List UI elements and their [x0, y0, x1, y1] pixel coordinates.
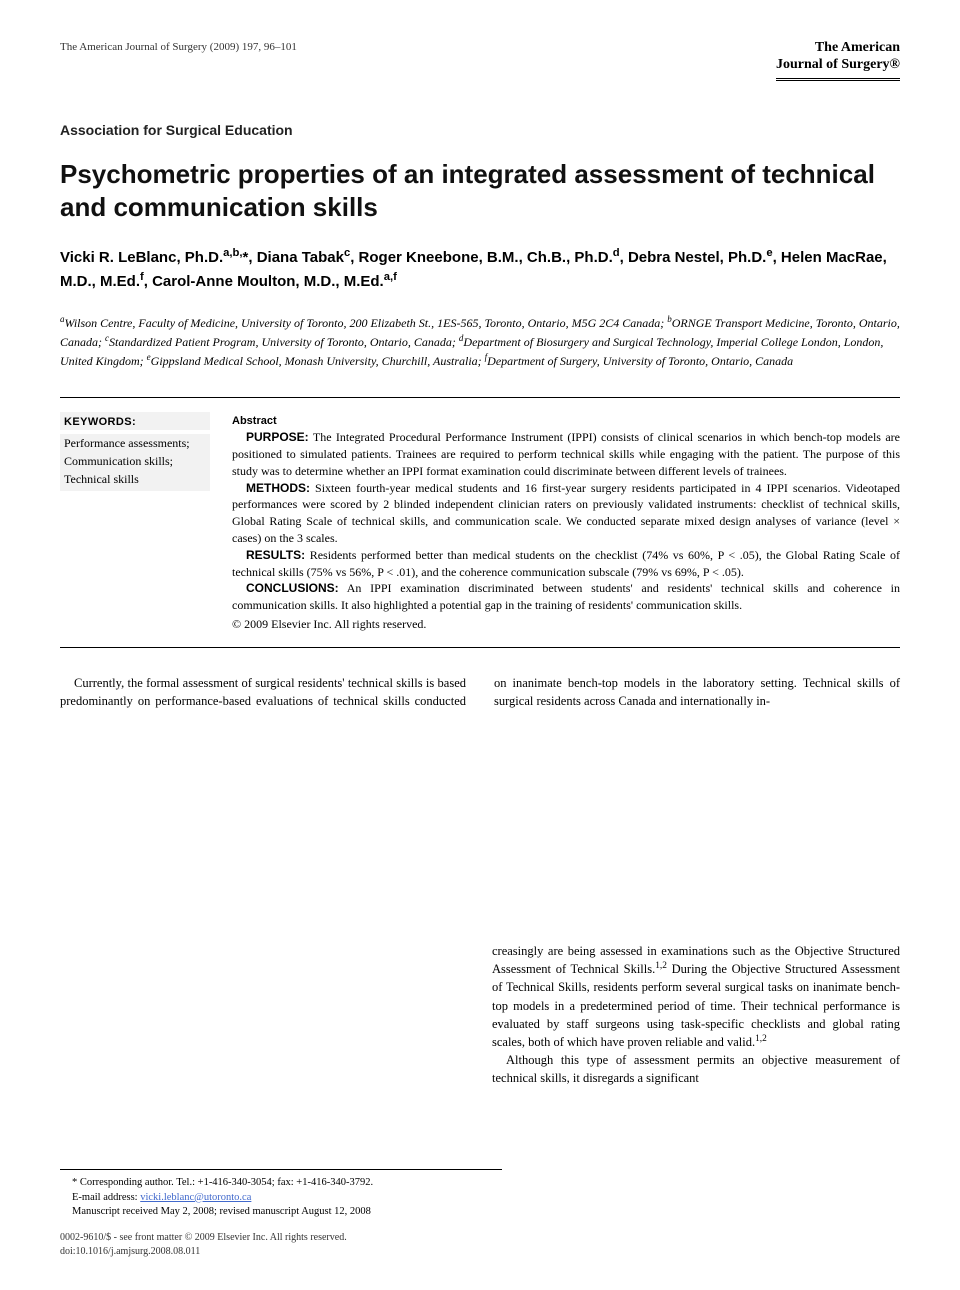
corresponding-author: * Corresponding author. Tel.: +1-416-340…: [60, 1176, 502, 1191]
affiliations: aWilson Centre, Faculty of Medicine, Uni…: [60, 313, 900, 371]
abstract-column: Abstract PURPOSE: The Integrated Procedu…: [232, 412, 900, 633]
email-line: E-mail address: vicki.leblanc@utoronto.c…: [60, 1191, 502, 1206]
email-link[interactable]: vicki.leblanc@utoronto.ca: [140, 1192, 251, 1203]
keywords-column: KEYWORDS: Performance assessments; Commu…: [60, 412, 210, 633]
article-section-label: Association for Surgical Education: [60, 121, 900, 141]
footer-copyright: 0002-9610/$ - see front matter © 2009 El…: [60, 1231, 347, 1245]
purpose-text: The Integrated Procedural Performance In…: [232, 430, 900, 478]
purpose-label: PURPOSE:: [246, 430, 309, 444]
methods-label: METHODS:: [246, 481, 310, 495]
abstract-block: KEYWORDS: Performance assessments; Commu…: [60, 397, 900, 648]
keywords-label: KEYWORDS:: [60, 412, 210, 430]
conclusions-label: CONCLUSIONS:: [246, 581, 339, 595]
footnote-block: * Corresponding author. Tel.: +1-416-340…: [60, 1169, 502, 1220]
page-header: The American Journal of Surgery (2009) 1…: [60, 40, 900, 81]
results-text: Residents performed better than medical …: [232, 548, 900, 579]
abstract-methods: METHODS: Sixteen fourth-year medical stu…: [232, 480, 900, 547]
abstract-heading: Abstract: [232, 415, 277, 427]
abstract-results: RESULTS: Residents performed better than…: [232, 547, 900, 581]
abstract-copyright: © 2009 Elsevier Inc. All rights reserved…: [232, 616, 900, 633]
keywords-list: Performance assessments; Communication s…: [60, 434, 210, 491]
authors-list: Vicki R. LeBlanc, Ph.D.a,b,*, Diana Taba…: [60, 245, 900, 293]
page-footer: 0002-9610/$ - see front matter © 2009 El…: [60, 1231, 347, 1258]
manuscript-dates: Manuscript received May 2, 2008; revised…: [60, 1205, 502, 1220]
journal-reference: The American Journal of Surgery (2009) 1…: [60, 40, 297, 55]
journal-logo: The American Journal of Surgery®: [776, 40, 900, 81]
logo-line1: The American: [815, 40, 900, 55]
results-label: RESULTS:: [246, 548, 305, 562]
abstract-conclusions: CONCLUSIONS: An IPPI examination discrim…: [232, 580, 900, 614]
article-body: Currently, the formal assessment of surg…: [60, 674, 900, 710]
abstract-purpose: PURPOSE: The Integrated Procedural Perfo…: [232, 429, 900, 479]
email-label: E-mail address:: [72, 1192, 140, 1203]
methods-text: Sixteen fourth-year medical students and…: [232, 481, 900, 545]
body-para-2: creasingly are being assessed in examina…: [492, 942, 900, 1051]
body-para-1: Currently, the formal assessment of surg…: [60, 674, 900, 710]
article-title: Psychometric properties of an integrated…: [60, 158, 900, 223]
body-para-3: Although this type of assessment permits…: [492, 1051, 900, 1087]
footer-doi: doi:10.1016/j.amjsurg.2008.08.011: [60, 1245, 347, 1259]
logo-line2: Journal of Surgery®: [776, 57, 900, 72]
